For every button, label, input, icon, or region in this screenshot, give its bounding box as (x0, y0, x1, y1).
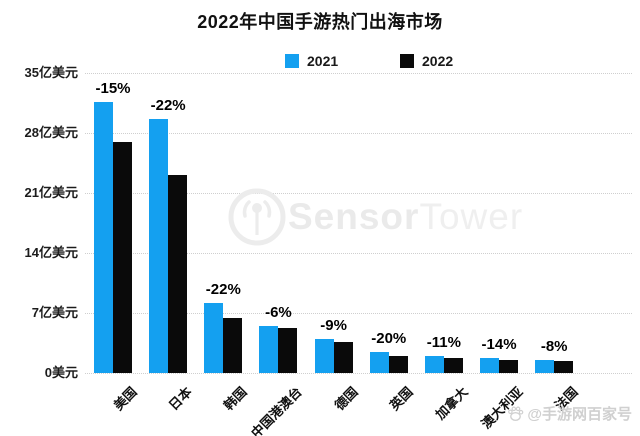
bar-2021-澳大利亚 (480, 357, 500, 373)
legend-item-2021: 2021 (285, 53, 338, 69)
bar-2021-韩国 (204, 302, 224, 373)
baidu-paw-icon (508, 406, 524, 421)
bar-2022-英国 (388, 355, 408, 373)
gridline-21 (85, 193, 632, 194)
bar-change-label-韩国: -22% (205, 280, 241, 298)
x-tick-label-美国: 美国 (110, 384, 140, 414)
bar-change-label-法国: -8% (540, 338, 568, 356)
y-tick-label: 0美元 (44, 365, 78, 380)
bar-2021-日本 (149, 119, 169, 373)
bar-2022-德国 (333, 342, 353, 373)
legend-item-2022: 2022 (400, 53, 453, 69)
gridline-7 (85, 313, 632, 314)
bar-2022-澳大利亚 (499, 360, 519, 373)
bar-2022-美国 (113, 142, 132, 373)
bar-2021-德国 (314, 338, 334, 373)
corner-watermark: @手游网百家号 (507, 403, 632, 424)
sensortower-logo-icon (228, 188, 286, 246)
bar-change-label-德国: -9% (320, 316, 347, 334)
legend-label-2021: 2021 (307, 53, 339, 69)
bar-2022-加拿大 (443, 357, 463, 373)
gridline-35 (85, 73, 632, 74)
bar-2022-韩国 (223, 318, 243, 373)
bar-change-label-英国: -20% (371, 329, 407, 347)
bar-change-label-澳大利亚: -14% (481, 335, 517, 353)
bar-change-label-中国港澳台: -6% (265, 303, 292, 321)
sensortower-wordmark: SensorTower (288, 196, 524, 237)
bar-2022-法国 (554, 361, 574, 373)
y-tick-label: 21亿美元 (24, 185, 78, 200)
bar-change-label-加拿大: -11% (426, 333, 461, 351)
bar-2021-美国 (94, 102, 113, 373)
bar-2021-法国 (535, 360, 555, 373)
gridline-14 (85, 253, 632, 254)
sensortower-watermark: SensorTower (226, 186, 523, 248)
legend-label-2022: 2022 (422, 53, 454, 69)
gridline-0 (85, 373, 632, 374)
corner-watermark-text: @手游网百家号 (527, 406, 632, 423)
y-tick-label: 28亿美元 (24, 125, 78, 140)
bar-change-label-美国: -15% (95, 80, 131, 98)
bar-2022-日本 (168, 175, 188, 373)
y-tick-label: 7亿美元 (31, 305, 78, 320)
bar-2021-英国 (369, 351, 389, 373)
y-tick-label: 14亿美元 (24, 245, 78, 260)
gridline-28 (85, 133, 632, 134)
bar-change-label-日本: -22% (150, 97, 186, 115)
legend-swatch-2021 (285, 54, 299, 68)
chart-title: 2022年中国手游热门出海市场 (197, 12, 443, 32)
bar-2022-中国港澳台 (278, 328, 298, 373)
legend-swatch-2022 (400, 54, 414, 68)
bar-2021-加拿大 (424, 355, 444, 373)
y-tick-label: 35亿美元 (24, 65, 78, 80)
bar-2021-中国港澳台 (259, 325, 279, 373)
